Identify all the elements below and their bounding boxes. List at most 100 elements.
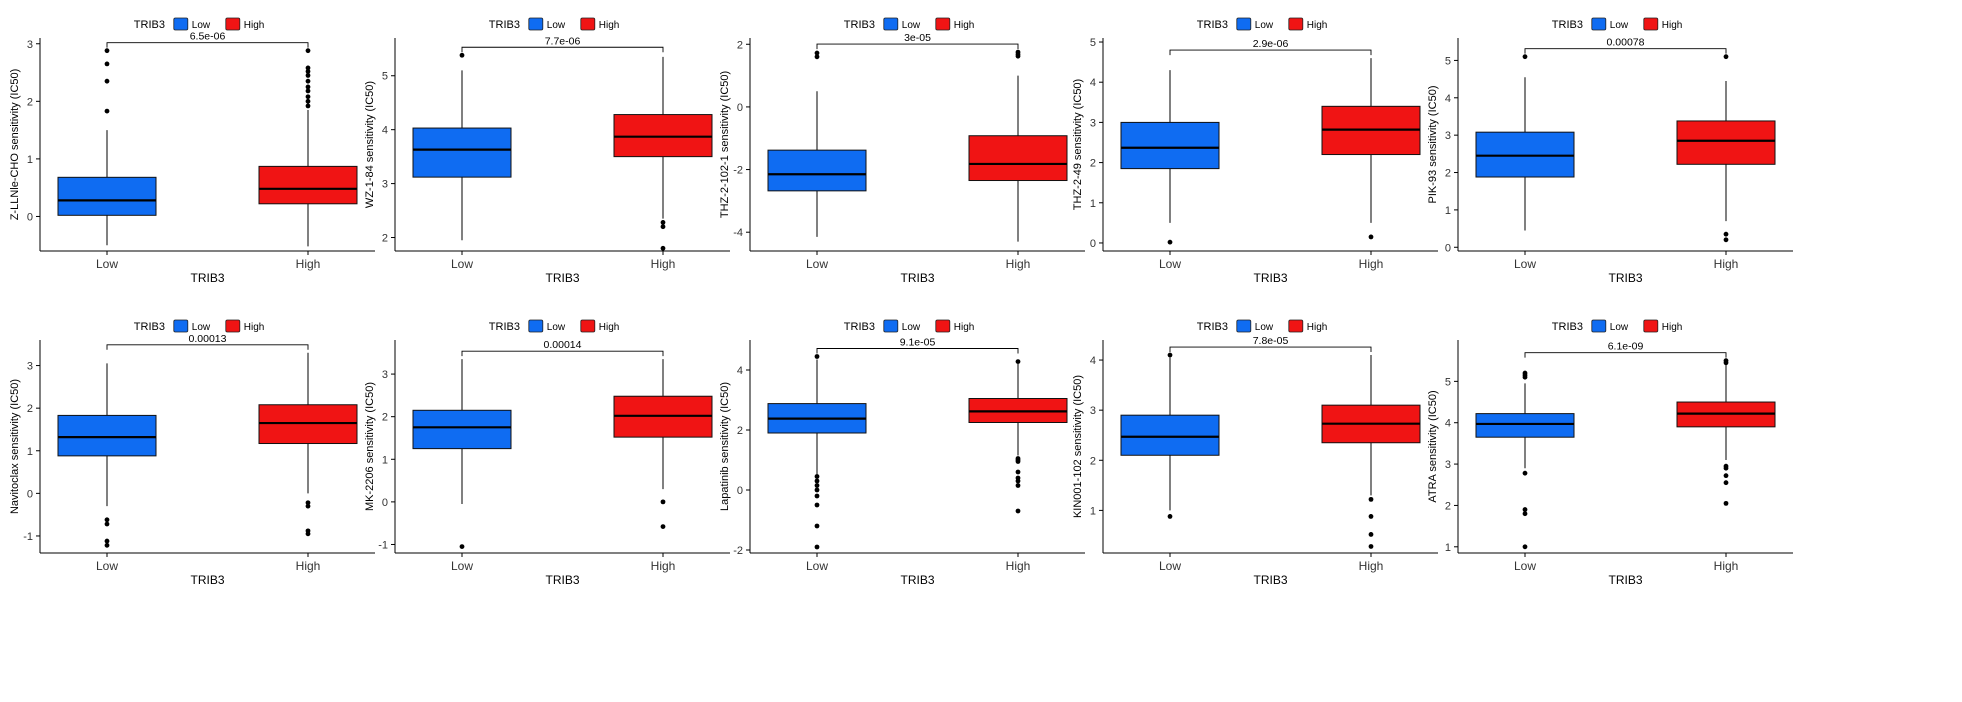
box-low	[1120, 414, 1220, 456]
y-tick-label: 5	[382, 71, 388, 83]
x-tick-label: High	[1359, 559, 1384, 573]
box-high	[258, 165, 358, 205]
outlier-point	[660, 220, 666, 225]
legend-label-high: High	[954, 20, 975, 31]
outlier-point	[305, 531, 311, 537]
legend-title: TRIB3	[1552, 321, 1583, 333]
significance-bracket	[106, 42, 309, 48]
outlier-point	[1723, 465, 1729, 471]
y-axis-title: THZ-2-102-1 sensitivity (IC50)	[719, 71, 731, 218]
x-tick-label: Low	[806, 559, 828, 573]
outlier-point	[305, 48, 311, 54]
chart-panel-3: TRIB3 Low High -4 -2 0 2 Low High TRIB3 THZ-2-102-…	[719, 17, 1085, 285]
outlier-point	[305, 88, 311, 94]
y-tick-label: -2	[733, 165, 743, 177]
chart-panel-10: TRIB3 Low High 1 2 3 4 5 Low High TRIB3 ATRA sensit…	[1427, 319, 1793, 587]
x-axis-title: TRIB3	[1253, 573, 1287, 587]
legend-label-high: High	[244, 20, 265, 31]
outlier-point	[1015, 478, 1021, 484]
significance-bracket	[816, 348, 1019, 354]
p-value-label: 3e-05	[904, 32, 931, 44]
outlier-point	[1723, 231, 1729, 237]
outlier-point	[104, 517, 110, 523]
x-tick-label: Low	[806, 257, 828, 271]
x-tick-label: High	[296, 559, 321, 573]
box-low	[767, 149, 867, 192]
chart-panel-5: TRIB3 Low High 0 1 2 3 4 5 Low High TRIB3 PIK-93 sen…	[1427, 17, 1793, 285]
y-tick-label: 2	[382, 412, 388, 424]
outlier-point	[1522, 54, 1528, 60]
y-axis-title: THZ-2-49 sensitivity (IC50)	[1072, 79, 1084, 210]
legend-label-high: High	[599, 20, 620, 31]
outlier-point	[459, 52, 465, 58]
x-axis-title: TRIB3	[1253, 271, 1287, 285]
x-axis-title: TRIB3	[545, 271, 579, 285]
y-axis-title: WZ-1-84 sensitivity (IC50)	[364, 81, 376, 208]
box-low	[412, 127, 512, 178]
y-tick-label: 0	[27, 488, 33, 500]
outlier-point	[814, 354, 820, 359]
x-tick-label: High	[1006, 559, 1031, 573]
p-value-label: 2.9e-06	[1253, 38, 1289, 50]
y-tick-label: 2	[1445, 168, 1451, 180]
legend-title: TRIB3	[134, 321, 165, 333]
outlier-point	[660, 224, 666, 230]
outlier-point	[814, 523, 820, 529]
y-tick-label: 4	[1445, 418, 1451, 430]
legend-title: TRIB3	[489, 19, 520, 31]
outlier-point	[1522, 470, 1528, 476]
y-axis-title: ATRA sensitivity (IC50)	[1427, 390, 1439, 502]
legend-key-low	[1591, 319, 1607, 333]
x-tick-label: Low	[1159, 257, 1181, 271]
x-tick-label: Low	[96, 257, 118, 271]
outlier-point	[660, 245, 666, 251]
legend-title: TRIB3	[1197, 321, 1228, 333]
legend-key-low	[173, 17, 189, 31]
y-axis-title: MK-2206 sensitivity (IC50)	[364, 382, 376, 511]
x-axis-title: TRIB3	[900, 271, 934, 285]
y-tick-label: 4	[1090, 77, 1096, 89]
box-low	[1475, 131, 1575, 178]
outlier-point	[305, 78, 311, 84]
legend-label-low: Low	[902, 20, 921, 31]
outlier-point	[814, 483, 820, 488]
outlier-point	[104, 61, 110, 67]
y-tick-label: 1	[1445, 542, 1451, 554]
box-high	[968, 135, 1068, 182]
legend-key-low	[883, 319, 899, 333]
y-tick-label: 2	[737, 425, 743, 437]
outlier-point	[1368, 532, 1374, 537]
outlier-point	[814, 478, 820, 484]
x-axis-title: TRIB3	[900, 573, 934, 587]
legend-key-high	[1643, 319, 1659, 333]
outlier-point	[104, 78, 110, 84]
outlier-point	[660, 524, 666, 529]
x-tick-label: High	[1006, 257, 1031, 271]
outlier-point	[1015, 359, 1021, 364]
legend-label-low: Low	[1255, 20, 1274, 31]
box-low	[57, 176, 157, 216]
outlier-point	[305, 98, 311, 104]
y-tick-label: 3	[1090, 405, 1096, 417]
x-tick-label: High	[651, 559, 676, 573]
box-low	[412, 409, 512, 450]
y-tick-label: 3	[27, 39, 33, 51]
y-tick-label: 5	[1445, 376, 1451, 388]
x-tick-label: Low	[1159, 559, 1181, 573]
outlier-point	[814, 487, 820, 493]
outlier-point	[1368, 234, 1374, 240]
y-tick-label: 3	[382, 369, 388, 381]
y-tick-label: 3	[27, 361, 33, 373]
chart-panel-9: TRIB3 Low High 1 2 3 4 Low High TRIB3 KIN001-102 s…	[1072, 319, 1438, 587]
outlier-point	[1015, 469, 1021, 475]
y-axis-title: Lapatinib sensitivity (IC50)	[719, 382, 731, 511]
y-axis-title: Z-LLNle-CHO sensitivity (IC50)	[9, 69, 21, 221]
y-tick-label: 0	[1445, 242, 1451, 254]
p-value-label: 0.00014	[544, 339, 582, 351]
outlier-point	[1723, 480, 1729, 486]
box-low	[1475, 413, 1575, 438]
outlier-point	[104, 48, 110, 54]
x-tick-label: High	[1714, 559, 1739, 573]
box-high	[1676, 120, 1776, 165]
